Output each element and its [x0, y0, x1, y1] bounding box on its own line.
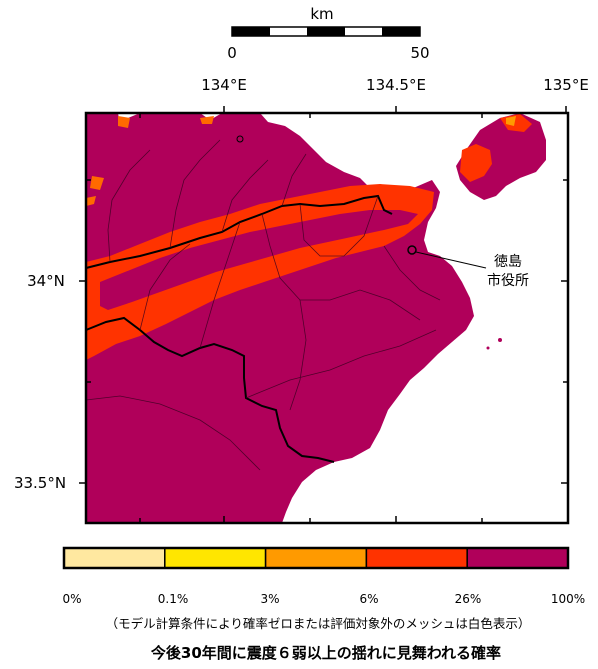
legend-tick-4: 26%	[455, 592, 482, 606]
lon-label-134-5: 134.5°E	[366, 76, 426, 94]
legend-swatch-1	[164, 547, 267, 569]
city-label-line1: 徳島	[494, 254, 522, 270]
zone-red-northeast	[460, 144, 492, 182]
city-office-marker	[407, 245, 417, 255]
scale-start-label: 0	[227, 44, 237, 62]
prefecture-borders	[85, 194, 393, 463]
legend-swatch-2	[264, 547, 368, 569]
legend-tick-1: 0.1%	[158, 592, 189, 606]
legend-swatch-4	[466, 547, 569, 569]
municipal-borders	[85, 139, 441, 471]
map-caption: 今後30年間に震度６弱以上の揺れに見舞われる確率	[150, 644, 501, 662]
zone-light-ne	[506, 116, 516, 126]
legend-tick-5: 100%	[551, 592, 585, 606]
legend-swatch-0	[63, 547, 166, 569]
city-label-line2: 市役所	[487, 272, 529, 289]
legend	[62, 546, 570, 570]
legend-tick-2: 3%	[260, 592, 279, 606]
zone-purple-stripe	[100, 210, 418, 310]
scale-end-label: 50	[410, 44, 429, 62]
lat-label-33-5: 33.5°N	[14, 474, 66, 492]
lon-label-134: 134°E	[201, 76, 247, 94]
legend-swatch-3	[365, 547, 468, 569]
legend-tick-0: 0%	[62, 592, 81, 606]
legend-note: （モデル計算条件により確率ゼロまたは評価対象外のメッシュは白色表示）	[106, 616, 531, 631]
city-office-leader	[415, 251, 487, 269]
lon-label-135: 135°E	[543, 76, 589, 94]
legend-frame	[62, 546, 570, 570]
scale-unit: km	[310, 5, 333, 23]
legend-tick-3: 6%	[359, 592, 378, 606]
scale-bar: km 0 50	[227, 5, 429, 62]
lat-label-34: 34°N	[27, 272, 65, 290]
map-area: 徳島 市役所	[79, 106, 570, 525]
